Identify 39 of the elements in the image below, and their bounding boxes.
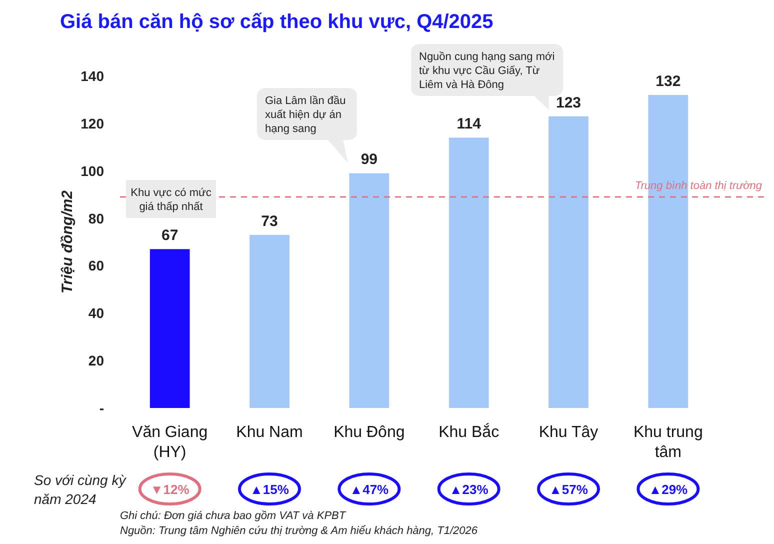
text: ▼12% [150, 482, 190, 497]
chart-title: Giá bán căn hộ sơ cấp theo khu vực, Q4/2025 [60, 11, 494, 33]
x-tick-label: Khu Bắc [438, 423, 500, 441]
bar [349, 173, 390, 408]
x-tick-label: Khu Tây [538, 424, 598, 441]
y-tick-label: 20 [88, 352, 104, 369]
annotation: Nguồn cung hạng sang mới từ khu vực Cầu Giấy, Từ Liêm và Hà Đông [419, 51, 555, 91]
text: Ghi chú: Đơn giá chưa bao gồm VAT và KPBT [120, 510, 347, 522]
y-tick-label: 80 [88, 210, 104, 226]
text: ▲15% [250, 482, 290, 497]
text: ▲57% [549, 482, 588, 497]
data-label: 132 [656, 72, 681, 90]
y-tick-label: - [99, 400, 104, 416]
x-tick-label: Khu Nam [236, 424, 303, 441]
y-axis-title: Triệu đồng/m2 [59, 190, 76, 294]
y-tick-label: 60 [88, 258, 104, 274]
data-label: 114 [456, 116, 482, 133]
annotation: Gia Lâm lần đầu xuất hiện dự án hạng sang [265, 95, 346, 135]
y-tick-label: 100 [80, 162, 104, 179]
x-tick-label: Văn Giang (HY) [132, 424, 208, 461]
bar [548, 116, 588, 408]
bar [150, 249, 190, 408]
bar [448, 138, 489, 408]
y-tick-label: 40 [88, 305, 104, 322]
x-tick-label: Khu Đông [334, 424, 405, 441]
text: ▲23% [449, 482, 489, 497]
text: Nguồn: Trung tâm Nghiên cứu thị trường & Am hiểu khách hàng, T1/2026 [120, 525, 478, 537]
data-label: 99 [360, 151, 378, 168]
bar [250, 234, 290, 408]
text: So với cùng kỳ năm 2024 [34, 472, 127, 507]
y-tick-label: 120 [80, 115, 104, 132]
text: ▲47% [350, 482, 390, 497]
text: ▲29% [648, 482, 688, 497]
x-tick-label: Khu trung tâm [633, 424, 703, 461]
y-tick-label: 140 [80, 68, 104, 84]
data-label: 123 [556, 94, 582, 112]
annotation: Khu vực có mức giá thấp nhất [130, 187, 212, 213]
data-label: 73 [261, 212, 278, 230]
data-label: 67 [161, 227, 178, 244]
